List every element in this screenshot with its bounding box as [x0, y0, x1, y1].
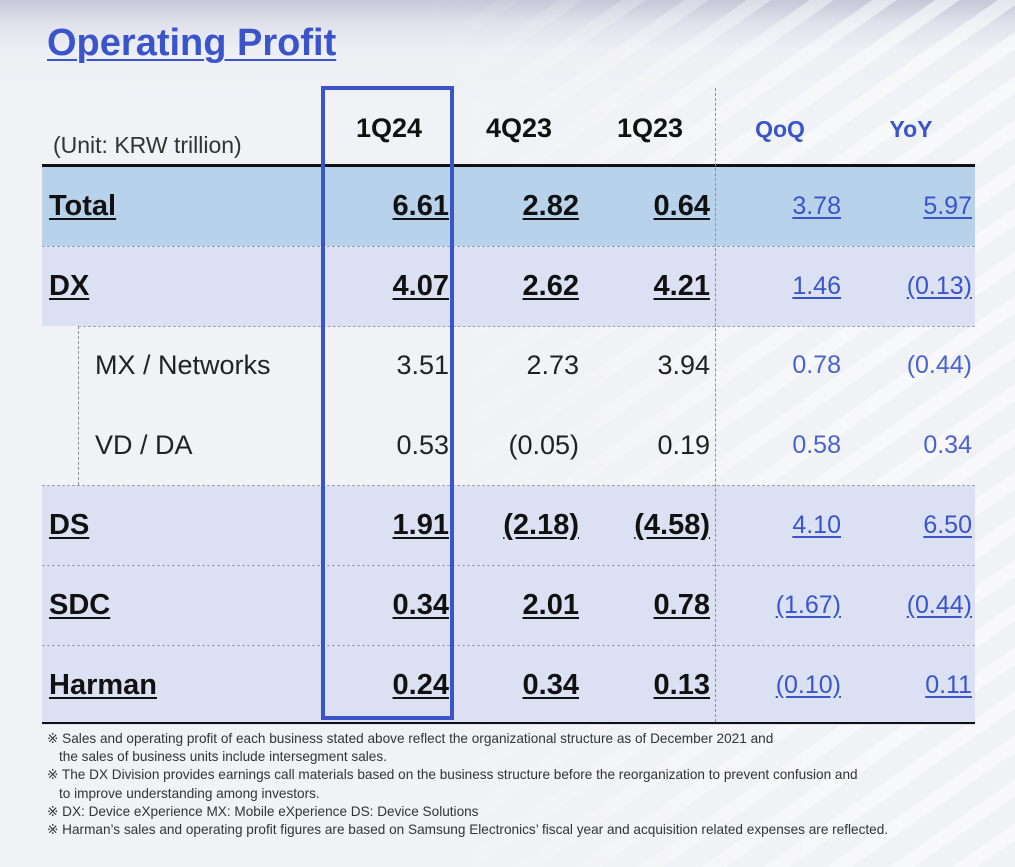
footnote-line: the sales of business units include inte… — [59, 749, 387, 765]
row-divider — [42, 645, 975, 646]
cell-sdc-yoy: (0.44) — [906, 591, 972, 619]
total-row-background — [42, 167, 975, 246]
cell-sdc-4q23: 2.01 — [522, 589, 579, 621]
cell-vd-qoq: 0.58 — [792, 431, 841, 459]
cell-vd-yoy: 0.34 — [923, 431, 972, 459]
cell-ds-qoq: 4.10 — [792, 511, 841, 539]
row-label-ds: DS — [49, 509, 90, 541]
cell-harman-yoy: 0.11 — [925, 671, 972, 699]
cell-total-1q24: 6.61 — [392, 190, 449, 222]
footnote-line: to improve understanding among investors… — [59, 785, 320, 801]
cell-dx-1q24: 4.07 — [392, 270, 449, 302]
cell-total-yoy: 5.97 — [923, 192, 972, 220]
row-divider — [42, 246, 975, 247]
column-header-1q23: 1Q23 — [616, 113, 684, 143]
cell-ds-4q23: (2.18) — [503, 509, 579, 541]
unit-label: (Unit: KRW trillion) — [53, 132, 242, 158]
cell-dx-1q23: 4.21 — [653, 270, 710, 302]
column-header-qoq: QoQ — [755, 116, 805, 142]
cell-total-qoq: 3.78 — [792, 192, 841, 220]
footnotes: ※ Sales and operating profit of each bus… — [47, 730, 888, 839]
row-label-dx: DX — [49, 270, 90, 302]
column-header-1q24: 1Q24 — [355, 113, 423, 143]
cell-total-1q23: 0.64 — [653, 190, 710, 222]
row-divider — [42, 565, 975, 566]
cell-mx-qoq: 0.78 — [792, 351, 841, 379]
column-header-yoy: YoY — [889, 116, 933, 142]
cell-ds-yoy: 6.50 — [923, 511, 972, 539]
cell-total-4q23: 2.82 — [522, 190, 579, 222]
cell-sdc-1q23: 0.78 — [653, 589, 710, 621]
cell-harman-4q23: 0.34 — [522, 669, 579, 701]
footnote-line: ※ Sales and operating profit of each bus… — [47, 731, 774, 746]
page-title: Operating Profit — [47, 22, 337, 64]
column-divider — [715, 88, 716, 722]
sub-rows-indent-divider — [78, 326, 79, 485]
row-label-mx-networks: MX / Networks — [95, 350, 271, 380]
cell-harman-qoq: (0.10) — [775, 671, 841, 699]
cell-harman-1q24: 0.24 — [392, 669, 449, 701]
cell-ds-1q24: 1.91 — [392, 509, 449, 541]
cell-vd-4q23: (0.05) — [508, 430, 579, 460]
row-divider — [78, 326, 975, 327]
row-divider — [42, 485, 975, 486]
cell-mx-1q24: 3.51 — [396, 350, 449, 380]
cell-ds-1q23: (4.58) — [634, 509, 710, 541]
row-label-sdc: SDC — [49, 589, 111, 621]
harman-row-background — [42, 646, 975, 725]
cell-mx-yoy: (0.44) — [906, 351, 972, 379]
cell-sdc-1q24: 0.34 — [392, 589, 449, 621]
cell-mx-1q23: 3.94 — [657, 350, 710, 380]
cell-vd-1q24: 0.53 — [396, 430, 449, 460]
footnote-line: ※ The DX Division provides earnings call… — [47, 767, 858, 783]
row-label-total: Total — [49, 190, 117, 222]
table-bottom-line — [42, 722, 975, 724]
cell-dx-qoq: 1.46 — [792, 272, 841, 300]
footnote-line: ※ DX: Device eXperience MX: Mobile eXper… — [47, 803, 479, 819]
sdc-row-background — [42, 566, 975, 645]
dx-row-background — [42, 247, 975, 326]
cell-mx-4q23: 2.73 — [526, 350, 579, 380]
ds-row-background — [42, 486, 975, 565]
cell-dx-4q23: 2.62 — [522, 270, 579, 302]
row-label-harman: Harman — [49, 669, 157, 701]
footnote-line: ※ Harman’s sales and operating profit fi… — [47, 822, 889, 838]
cell-dx-yoy: (0.13) — [906, 272, 972, 300]
cell-harman-1q23: 0.13 — [653, 669, 710, 701]
column-header-4q23: 4Q23 — [485, 113, 553, 143]
row-label-vd-da: VD / DA — [95, 430, 193, 460]
header-divider — [42, 164, 975, 167]
cell-vd-1q23: 0.19 — [657, 430, 710, 460]
current-quarter-highlight-box — [321, 86, 454, 720]
cell-sdc-qoq: (1.67) — [775, 591, 841, 619]
